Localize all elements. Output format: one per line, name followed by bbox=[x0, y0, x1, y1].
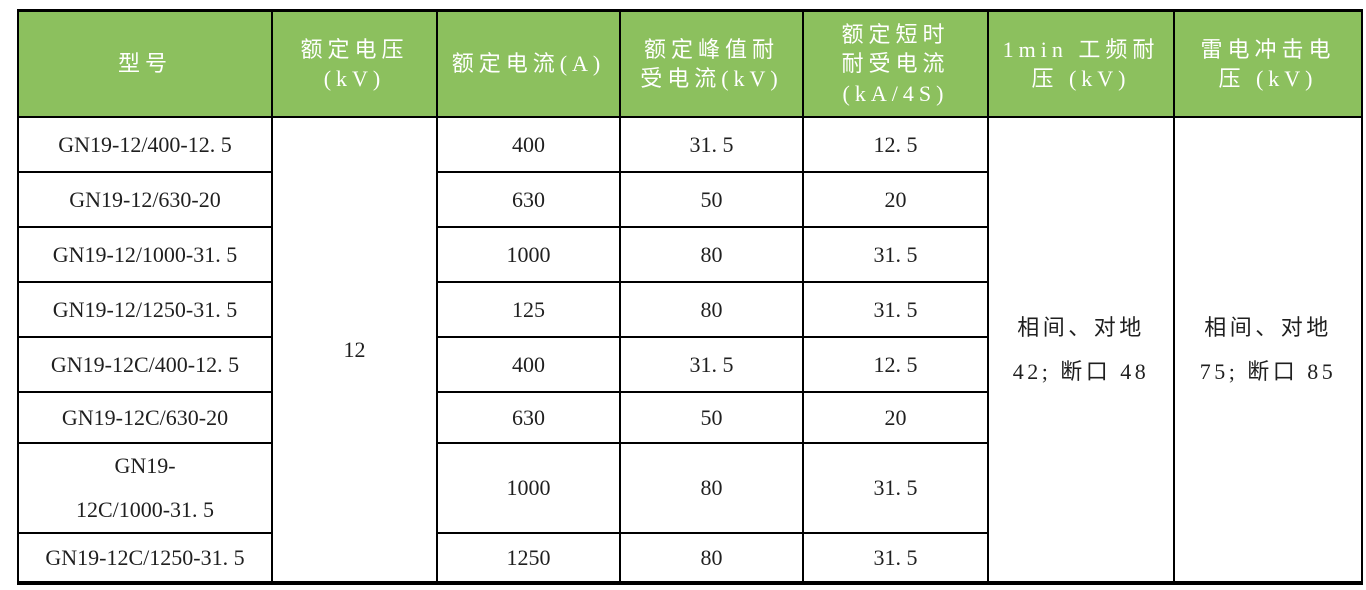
model-cell: GN19-12/630-20 bbox=[17, 171, 273, 228]
short-time-cell: 31. 5 bbox=[802, 226, 989, 283]
header-power-frequency-withstand-voltage: 1min 工频耐 压 (kV) bbox=[987, 9, 1175, 118]
model-cell: GN19-12/1000-31. 5 bbox=[17, 226, 273, 283]
header-peak-withstand-current: 额定峰值耐 受电流(kV) bbox=[619, 9, 804, 118]
power-frequency-withstand-merged-cell: 相间、对地 42; 断口 48 bbox=[987, 116, 1175, 584]
table-row: GN19-12C/630-20 630 50 20 bbox=[17, 391, 1362, 444]
model-cell: GN19- 12C/1000-31. 5 bbox=[17, 442, 273, 534]
rated-current-cell: 630 bbox=[436, 391, 621, 444]
table-row: GN19-12/630-20 630 50 20 bbox=[17, 171, 1362, 228]
peak-withstand-cell: 80 bbox=[619, 442, 804, 534]
table-row: GN19-12/1250-31. 5 125 80 31. 5 bbox=[17, 281, 1362, 338]
short-time-cell: 31. 5 bbox=[802, 442, 989, 534]
peak-withstand-cell: 50 bbox=[619, 171, 804, 228]
switch-spec-table: 型号 额定电压 (kV) 额定电流(A) 额定峰值耐 受电流(kV) 额定短时 … bbox=[17, 9, 1363, 585]
short-time-cell: 31. 5 bbox=[802, 532, 989, 584]
table-row: GN19-12/1000-31. 5 1000 80 31. 5 bbox=[17, 226, 1362, 283]
table-row: GN19-12C/400-12. 5 400 31. 5 12. 5 bbox=[17, 336, 1362, 393]
short-time-cell: 12. 5 bbox=[802, 116, 989, 173]
rated-current-cell: 400 bbox=[436, 116, 621, 173]
header-lightning-impulse-voltage: 雷电冲击电 压 (kV) bbox=[1173, 9, 1363, 118]
short-time-cell: 12. 5 bbox=[802, 336, 989, 393]
short-time-cell: 31. 5 bbox=[802, 281, 989, 338]
model-cell: GN19-12C/1250-31. 5 bbox=[17, 532, 273, 584]
rated-voltage-merged-cell: 12 bbox=[271, 116, 438, 584]
short-time-cell: 20 bbox=[802, 171, 989, 228]
header-model: 型号 bbox=[17, 9, 273, 118]
peak-withstand-cell: 80 bbox=[619, 532, 804, 584]
model-cell: GN19-12/400-12. 5 bbox=[17, 116, 273, 173]
rated-current-cell: 1250 bbox=[436, 532, 621, 584]
rated-current-cell: 1000 bbox=[436, 226, 621, 283]
header-rated-current: 额定电流(A) bbox=[436, 9, 621, 118]
model-cell: GN19-12C/630-20 bbox=[17, 391, 273, 444]
peak-withstand-cell: 31. 5 bbox=[619, 116, 804, 173]
header-row: 型号 额定电压 (kV) 额定电流(A) 额定峰值耐 受电流(kV) 额定短时 … bbox=[17, 9, 1363, 118]
model-cell: GN19-12/1250-31. 5 bbox=[17, 281, 273, 338]
short-time-cell: 20 bbox=[802, 391, 989, 444]
rated-current-cell: 1000 bbox=[436, 442, 621, 534]
rated-current-cell: 125 bbox=[436, 281, 621, 338]
peak-withstand-cell: 31. 5 bbox=[619, 336, 804, 393]
peak-withstand-cell: 80 bbox=[619, 281, 804, 338]
header-rated-voltage: 额定电压 (kV) bbox=[271, 9, 438, 118]
peak-withstand-cell: 80 bbox=[619, 226, 804, 283]
spec-table-container: 型号 额定电压 (kV) 额定电流(A) 额定峰值耐 受电流(kV) 额定短时 … bbox=[17, 9, 1363, 585]
table-row: GN19- 12C/1000-31. 5 1000 80 31. 5 bbox=[17, 442, 1362, 534]
peak-withstand-cell: 50 bbox=[619, 391, 804, 444]
header-short-time-withstand-current: 额定短时 耐受电流 (kA/4S) bbox=[802, 9, 989, 118]
rated-current-cell: 400 bbox=[436, 336, 621, 393]
table-row: GN19-12/400-12. 5 12 400 31. 5 12. 5 相间、… bbox=[17, 116, 1363, 584]
lightning-impulse-merged-cell: 相间、对地 75; 断口 85 bbox=[1173, 116, 1363, 584]
table-row: GN19-12C/1250-31. 5 1250 80 31. 5 bbox=[17, 532, 1362, 584]
model-cell: GN19-12C/400-12. 5 bbox=[17, 336, 273, 393]
rated-current-cell: 630 bbox=[436, 171, 621, 228]
